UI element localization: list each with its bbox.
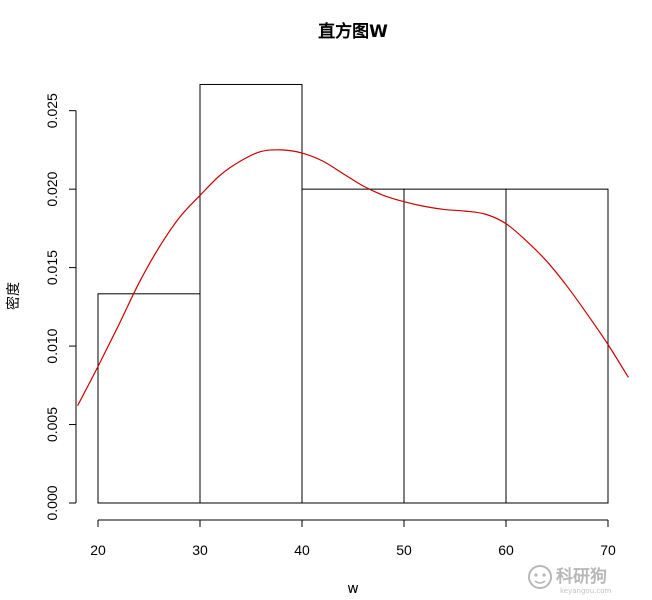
x-tick-label: 30 — [192, 542, 208, 558]
y-tick-label: 0.015 — [44, 250, 60, 285]
x-tick-label: 20 — [90, 542, 106, 558]
y-tick-label: 0.025 — [44, 93, 60, 128]
y-tick-label: 0.000 — [44, 485, 60, 520]
y-tick-label: 0.010 — [44, 328, 60, 363]
y-axis: 0.000 0.005 0.010 0.015 0.020 0.025 — [44, 93, 77, 521]
y-tick-label: 0.005 — [44, 407, 60, 442]
histogram-bar-2 — [199, 83, 303, 504]
chart-title: 直方图W — [318, 21, 388, 42]
x-tick-label: 70 — [600, 542, 616, 558]
density-curve-line — [77, 149, 629, 406]
histogram-bars — [97, 83, 609, 504]
histogram-bar-3 — [301, 188, 405, 504]
x-tick-label: 60 — [498, 542, 514, 558]
x-tick-label: 50 — [396, 542, 412, 558]
histogram-bar-4 — [403, 188, 507, 504]
x-axis-label: w — [347, 581, 358, 597]
keyangou-watermark-logo: 科研狗 keyangou.com — [528, 565, 611, 595]
svg-text:keyangou.com: keyangou.com — [560, 587, 611, 595]
svg-text:科研狗: 科研狗 — [556, 566, 607, 587]
histogram-bar-5 — [505, 188, 609, 504]
histogram-bar-1 — [97, 293, 201, 504]
y-tick-label: 0.020 — [44, 171, 60, 206]
y-axis-label: 密度 — [5, 282, 22, 310]
x-tick-label: 40 — [294, 542, 310, 558]
x-axis: 20 30 40 50 60 70 — [90, 519, 616, 558]
